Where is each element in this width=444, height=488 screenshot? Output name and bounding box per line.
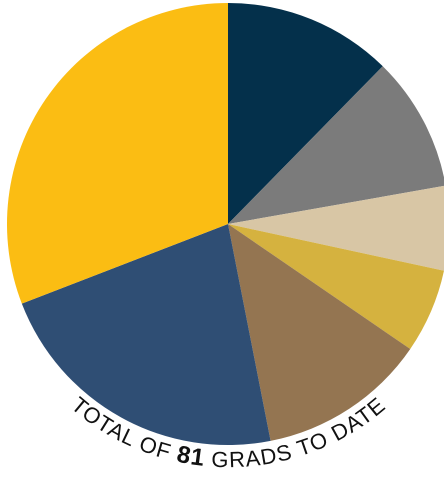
pie-slice-1 [228, 3, 383, 224]
caption-number: 81 [175, 441, 207, 472]
pie-slice-7 [6, 3, 228, 304]
pie-slice-6 [21, 224, 271, 446]
pie-slice-2 [228, 66, 444, 224]
pie-slice-5 [228, 224, 411, 441]
pie-slice-4 [228, 224, 444, 349]
pie-slice-3 [228, 185, 444, 271]
pie-slices [6, 3, 444, 446]
